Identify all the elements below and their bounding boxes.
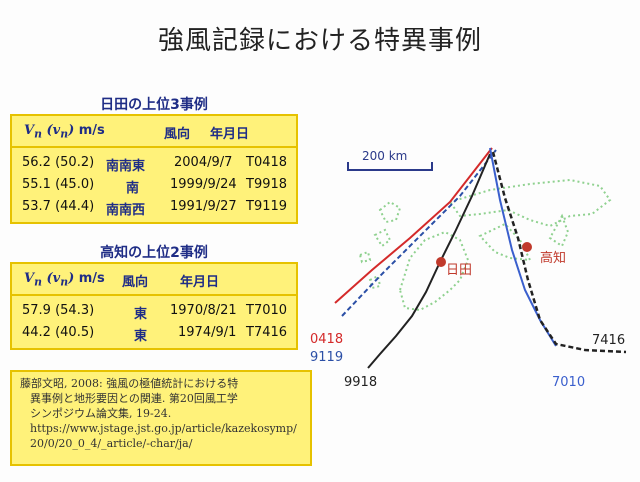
track-label-0418: 0418 xyxy=(310,332,344,347)
page-title: 強風記録における特異事例 xyxy=(157,26,482,56)
kochi-caption: 高知の上位2事例 xyxy=(100,245,208,261)
reference-link[interactable]: https://www.jstage.jst.go.jp/article/kaz… xyxy=(30,422,297,435)
track-label-7010: 7010 xyxy=(552,375,586,390)
hita-caption: 日田の上位3事例 xyxy=(100,97,208,113)
track-label-7416: 7416 xyxy=(592,333,626,348)
city-marker-kochi xyxy=(522,242,532,252)
reference-link[interactable]: 20/0/20_0_4/_article/-char/ja/ xyxy=(30,437,193,450)
coastline xyxy=(358,178,612,312)
date-header: 年月日 xyxy=(180,275,220,290)
track-7416 xyxy=(491,151,627,354)
track-0418 xyxy=(334,147,493,304)
scale-bar xyxy=(347,162,433,171)
reference-line: 藤部文昭, 2008: 強風の極値統計における特 xyxy=(20,377,239,390)
track-9119 xyxy=(341,149,497,317)
table-header: Vn (vn) m/s 風向 年月日 xyxy=(12,264,296,296)
track-label-9119: 9119 xyxy=(310,350,344,365)
direction-header: 風向 xyxy=(164,127,191,142)
vn-header: Vn (vn) m/s xyxy=(24,123,105,141)
table-header: Vn (vn) m/s 風向 年月日 xyxy=(12,116,296,148)
scale-label: 200 km xyxy=(362,149,407,163)
table-row: 57.9 (54.3) 東 1970/8/21 T7010 xyxy=(22,303,288,322)
track-label-9918: 9918 xyxy=(344,375,378,390)
reference-line: シンポジウム論文集, 19-24. xyxy=(30,407,172,420)
kochi-table: Vn (vn) m/s 風向 年月日 57.9 (54.3) 東 1970/8/… xyxy=(10,262,298,350)
track-9918 xyxy=(367,153,491,369)
city-marker-hita xyxy=(436,257,446,267)
city-label-hita: 日田 xyxy=(446,263,472,278)
typhoon-track-map: 200 km 日田 高知 xyxy=(334,147,627,369)
direction-header: 風向 xyxy=(122,275,149,290)
reference-line: 異事例と地形要因との関連. 第20回風工学 xyxy=(30,392,238,405)
date-header: 年月日 xyxy=(210,127,250,142)
city-label-kochi: 高知 xyxy=(540,250,566,266)
table-row: 55.1 (45.0) 南 1999/9/24 T9918 xyxy=(22,177,288,196)
table-row: 53.7 (44.4) 南南西 1991/9/27 T9119 xyxy=(22,199,288,218)
reference-box: 藤部文昭, 2008: 強風の極値統計における特 異事例と地形要因との関連. 第… xyxy=(10,370,312,466)
hita-table: Vn (vn) m/s 風向 年月日 56.2 (50.2) 南南東 2004/… xyxy=(10,114,298,224)
table-row: 44.2 (40.5) 東 1974/9/1 T7416 xyxy=(22,325,288,344)
table-row: 56.2 (50.2) 南南東 2004/9/7 T0418 xyxy=(22,155,288,174)
vn-header: Vn (vn) m/s xyxy=(24,271,105,289)
